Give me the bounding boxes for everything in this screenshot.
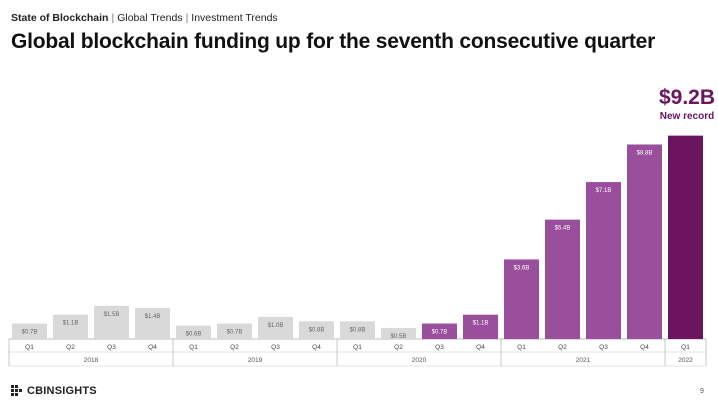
quarter-tick-label: Q4 <box>312 344 321 351</box>
bar-11 <box>463 314 498 339</box>
bar-15 <box>627 144 662 339</box>
bar-value-label: $0.7B <box>432 330 448 336</box>
record-callout-label: New record <box>659 111 715 122</box>
bar-value-label: $0.8B <box>350 327 366 333</box>
bar-value-label: $8.8B <box>637 150 653 156</box>
breadcrumb-global-trends: Global Trends <box>117 12 183 24</box>
bar-8 <box>340 321 375 339</box>
year-label-2018: 2018 <box>84 357 99 364</box>
bar-4 <box>176 325 211 339</box>
quarter-tick-label: Q3 <box>271 344 280 351</box>
cb-insights-logo: CBINSIGHTS <box>11 384 97 398</box>
quarter-tick-label: Q1 <box>517 344 526 351</box>
bar-14 <box>586 182 621 339</box>
breadcrumb-investment-trends: Investment Trends <box>191 12 278 24</box>
quarter-tick-label: Q3 <box>107 344 116 351</box>
breadcrumb-separator: | <box>185 12 189 24</box>
bar-7 <box>299 321 334 339</box>
quarter-tick-label: Q2 <box>558 344 567 351</box>
bar-16 <box>668 135 703 339</box>
bar-value-label: $3.6B <box>514 265 530 271</box>
breadcrumb-main: State of Blockchain <box>11 12 109 24</box>
quarter-tick-label: Q4 <box>640 344 649 351</box>
funding-bar-chart: 2018 2019 2020 2021 2022 $0.7B Q1 $1.1B Q2 $1.5B Q… <box>8 135 707 367</box>
year-label-2021: 2021 <box>576 357 591 364</box>
bar-value-label: $1.1B <box>473 321 489 327</box>
quarter-tick-label: Q3 <box>435 344 444 351</box>
bar-value-label: $0.8B <box>309 327 325 333</box>
bar-6 <box>258 316 293 339</box>
quarter-tick-label: Q2 <box>394 344 403 351</box>
bar-value-label: $1.5B <box>104 312 120 318</box>
cb-insights-logo-icon <box>11 385 22 396</box>
bar-value-label: $5.4B <box>555 226 571 232</box>
bar-12 <box>504 259 539 339</box>
quarter-tick-label: Q4 <box>148 344 157 351</box>
quarter-tick-label: Q4 <box>476 344 485 351</box>
quarter-tick-label: Q2 <box>66 344 75 351</box>
quarter-tick-label: Q1 <box>353 344 362 351</box>
bar-1 <box>53 314 88 339</box>
bar-10 <box>422 323 457 339</box>
breadcrumb: State of Blockchain | Global Trends | Invest… <box>11 12 278 24</box>
bar-5 <box>217 323 252 339</box>
logo-text: CBINSIGHTS <box>27 385 97 397</box>
quarter-tick-label: Q1 <box>681 344 690 351</box>
bar-0 <box>12 323 47 339</box>
year-label-2020: 2020 <box>412 357 427 364</box>
year-label-2019: 2019 <box>248 357 263 364</box>
bar-value-label: $0.5B <box>391 334 407 340</box>
quarter-tick-label: Q2 <box>230 344 239 351</box>
bar-13 <box>545 219 580 339</box>
page-title: Global blockchain funding up for the sev… <box>11 30 656 53</box>
bar-9 <box>381 327 416 339</box>
bar-value-label: $0.7B <box>22 330 38 336</box>
bar-value-label: $1.4B <box>145 314 161 320</box>
bar-value-label: $0.7B <box>227 330 243 336</box>
bar-value-label: $7.1B <box>596 188 612 194</box>
breadcrumb-separator: | <box>111 12 115 24</box>
bar-value-label: $0.6B <box>186 332 202 338</box>
record-callout-value: $9.2B <box>658 86 716 109</box>
quarter-tick-label: Q1 <box>25 344 34 351</box>
quarter-tick-label: Q1 <box>189 344 198 351</box>
bar-value-label: $1.0B <box>268 323 284 329</box>
bar-2 <box>94 305 129 339</box>
bar-value-label: $1.1B <box>63 321 79 327</box>
year-label-2022: 2022 <box>678 357 693 364</box>
bar-3 <box>135 308 170 339</box>
quarter-tick-label: Q3 <box>599 344 608 351</box>
page-number: 9 <box>700 388 704 395</box>
